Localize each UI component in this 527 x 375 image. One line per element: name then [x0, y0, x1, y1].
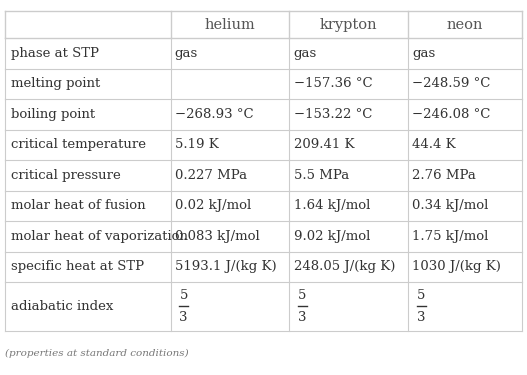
Text: krypton: krypton	[320, 18, 377, 32]
Text: gas: gas	[412, 47, 436, 60]
Text: −153.22 °C: −153.22 °C	[294, 108, 372, 121]
Text: critical pressure: critical pressure	[11, 169, 120, 182]
Text: 5: 5	[417, 289, 425, 302]
Text: −268.93 °C: −268.93 °C	[175, 108, 253, 121]
Text: −246.08 °C: −246.08 °C	[412, 108, 491, 121]
Text: 3: 3	[180, 310, 188, 324]
Text: 5: 5	[180, 289, 188, 302]
Text: 1030 J/(kg K): 1030 J/(kg K)	[412, 261, 501, 273]
Text: critical temperature: critical temperature	[11, 138, 145, 152]
Text: 0.227 MPa: 0.227 MPa	[175, 169, 247, 182]
Text: boiling point: boiling point	[11, 108, 95, 121]
Text: 0.083 kJ/mol: 0.083 kJ/mol	[175, 230, 259, 243]
Text: specific heat at STP: specific heat at STP	[11, 261, 144, 273]
Text: neon: neon	[447, 18, 483, 32]
Text: 1.75 kJ/mol: 1.75 kJ/mol	[412, 230, 489, 243]
Text: −157.36 °C: −157.36 °C	[294, 77, 372, 90]
Text: 0.34 kJ/mol: 0.34 kJ/mol	[412, 200, 489, 212]
Text: gas: gas	[175, 47, 198, 60]
Text: phase at STP: phase at STP	[11, 47, 99, 60]
Text: 5: 5	[298, 289, 307, 302]
Text: 5.19 K: 5.19 K	[175, 138, 219, 152]
Text: molar heat of fusion: molar heat of fusion	[11, 200, 145, 212]
Text: 5193.1 J/(kg K): 5193.1 J/(kg K)	[175, 261, 276, 273]
Text: 3: 3	[417, 310, 425, 324]
Text: (properties at standard conditions): (properties at standard conditions)	[5, 349, 189, 358]
Text: adiabatic index: adiabatic index	[11, 300, 113, 313]
Text: molar heat of vaporization: molar heat of vaporization	[11, 230, 188, 243]
Text: gas: gas	[294, 47, 317, 60]
Text: 9.02 kJ/mol: 9.02 kJ/mol	[294, 230, 370, 243]
Text: 0.02 kJ/mol: 0.02 kJ/mol	[175, 200, 251, 212]
Text: melting point: melting point	[11, 77, 100, 90]
Text: 1.64 kJ/mol: 1.64 kJ/mol	[294, 200, 370, 212]
Text: 209.41 K: 209.41 K	[294, 138, 354, 152]
Text: 2.76 MPa: 2.76 MPa	[412, 169, 476, 182]
Text: −248.59 °C: −248.59 °C	[412, 77, 491, 90]
Text: 248.05 J/(kg K): 248.05 J/(kg K)	[294, 261, 395, 273]
Text: 3: 3	[298, 310, 307, 324]
Text: helium: helium	[204, 18, 255, 32]
Text: 5.5 MPa: 5.5 MPa	[294, 169, 349, 182]
Text: 44.4 K: 44.4 K	[412, 138, 456, 152]
